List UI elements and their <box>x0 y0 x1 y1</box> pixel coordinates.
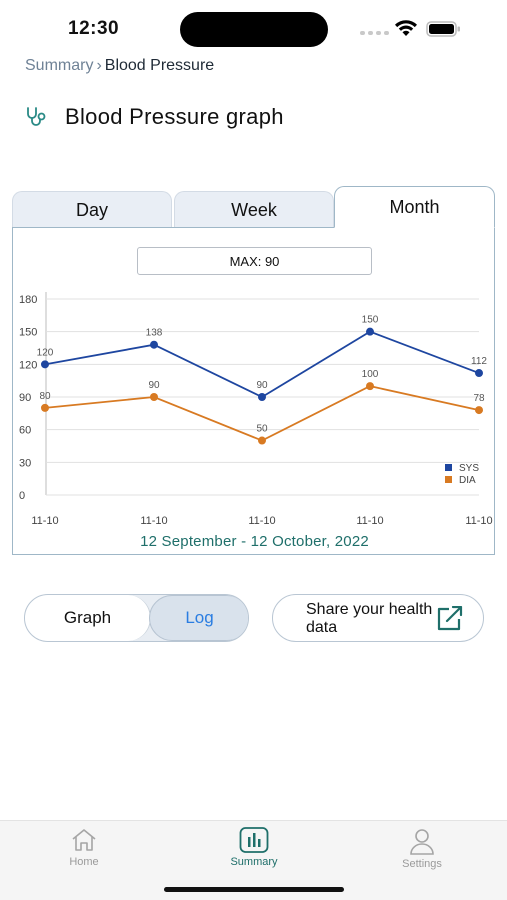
y-tick-label: 180 <box>19 294 37 306</box>
x-tick-label: 11-10 <box>140 515 167 527</box>
data-label-sys: 138 <box>146 328 163 339</box>
breadcrumb-summary-link[interactable]: Summary <box>25 57 94 74</box>
chevron-right-icon: › <box>96 57 102 74</box>
data-label-sys: 90 <box>256 380 268 391</box>
status-time: 12:30 <box>68 18 120 39</box>
home-icon <box>72 829 96 851</box>
y-tick-label: 0 <box>19 490 25 502</box>
legend-label-sys: SYS <box>459 463 479 474</box>
nav-settings[interactable]: Settings <box>372 827 472 870</box>
wifi-icon <box>395 20 417 36</box>
data-label-dia: 90 <box>148 380 160 391</box>
log-toggle-button[interactable]: Log <box>149 595 248 641</box>
stethoscope-icon <box>27 107 46 126</box>
nav-settings-label: Settings <box>402 858 442 870</box>
data-point-dia <box>258 436 266 445</box>
nav-home-label: Home <box>69 856 99 868</box>
tab-week[interactable]: Week <box>174 191 334 229</box>
nav-home[interactable]: Home <box>34 827 134 868</box>
breadcrumb: Summary › Blood Pressure <box>25 57 214 75</box>
y-tick-label: 30 <box>19 457 31 469</box>
data-point-sys <box>366 327 374 336</box>
data-point-sys <box>258 393 266 401</box>
share-label: Share your health data <box>306 601 433 636</box>
data-label-dia: 80 <box>39 391 51 402</box>
page-title: Blood Pressure graph <box>65 104 284 129</box>
data-point-dia <box>475 406 483 415</box>
legend-swatch-dia <box>445 476 452 483</box>
data-label-dia: 50 <box>256 424 268 435</box>
dynamic-island <box>180 12 328 47</box>
x-tick-label: 11-10 <box>356 515 383 527</box>
data-label-sys: 120 <box>37 347 54 358</box>
legend-swatch-sys <box>445 464 452 471</box>
bar-chart-icon <box>239 827 269 853</box>
y-tick-label: 120 <box>19 359 37 371</box>
data-point-sys <box>41 360 49 369</box>
period-tabs: Day Week Month <box>12 186 495 229</box>
data-point-sys <box>475 369 483 378</box>
graph-toggle-button[interactable]: Graph <box>25 595 151 641</box>
status-bar: 12:30 <box>0 0 507 56</box>
bottom-navigation: Home Summary Settings <box>0 820 507 900</box>
x-tick-label: 11-10 <box>31 515 58 527</box>
user-icon <box>410 829 434 855</box>
tab-day[interactable]: Day <box>12 191 172 229</box>
view-toggle: Graph Log <box>24 594 249 642</box>
cellular-signal-icon <box>360 31 389 35</box>
data-label-sys: 112 <box>471 356 487 367</box>
home-indicator <box>164 887 344 892</box>
page-heading: Blood Pressure graph <box>24 104 284 130</box>
x-tick-label: 11-10 <box>465 515 492 527</box>
y-tick-label: 150 <box>19 327 37 339</box>
breadcrumb-current: Blood Pressure <box>104 57 215 74</box>
data-label-dia: 78 <box>473 393 485 404</box>
data-point-sys <box>150 340 158 349</box>
share-health-data-button[interactable]: Share your health data <box>272 594 484 642</box>
data-point-dia <box>366 382 374 391</box>
battery-icon <box>426 21 460 37</box>
chart-card: MAX: 90 0 30 60 90 120 150 180 11-10 11-10 11-10 1… <box>12 227 495 555</box>
y-tick-label: 90 <box>19 392 31 404</box>
data-label-dia: 100 <box>362 369 379 380</box>
y-tick-label: 60 <box>19 425 31 437</box>
nav-summary-label: Summary <box>230 856 278 868</box>
legend-label-dia: DIA <box>459 475 476 486</box>
max-value-box: MAX: 90 <box>137 247 372 275</box>
data-point-dia <box>150 393 158 401</box>
date-range: 12 September - 12 October, 2022 <box>140 533 369 550</box>
nav-summary[interactable]: Summary <box>204 827 304 868</box>
data-point-dia <box>41 403 49 412</box>
data-label-sys: 150 <box>362 315 379 326</box>
x-tick-label: 11-10 <box>248 515 275 527</box>
tab-month[interactable]: Month <box>334 186 495 228</box>
external-share-icon <box>437 606 463 631</box>
